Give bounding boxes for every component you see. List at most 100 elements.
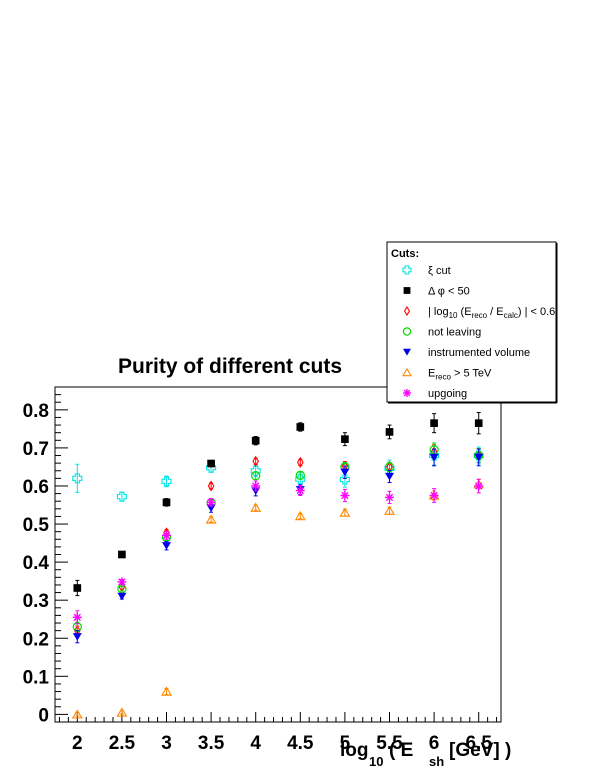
point-marker: [385, 428, 394, 436]
point-marker: [340, 468, 350, 477]
legend-label-part: calc: [504, 311, 518, 320]
data-point: [251, 480, 261, 492]
legend-shadow-bottom: [388, 402, 557, 404]
data-point: [250, 502, 262, 512]
point-marker-shape: [339, 507, 351, 517]
point-marker-ray: [430, 491, 438, 500]
legend-entry: | log10 (Ereco / Ecalc) | < 0.6: [403, 305, 555, 320]
point-marker-shape: [117, 592, 127, 601]
legend-shadow-right: [556, 243, 558, 403]
x-tick-label: 3: [161, 733, 172, 754]
data-point: [340, 465, 350, 479]
data-point: [116, 707, 128, 717]
point-marker: [250, 465, 261, 476]
point-marker-shape: [294, 510, 306, 521]
legend-marker: [403, 287, 411, 294]
y-tick-label: 0.8: [23, 401, 49, 422]
series-6: [72, 478, 484, 625]
x-tick-label: 2: [72, 733, 83, 754]
point-marker: [295, 474, 306, 485]
data-point: [73, 579, 82, 597]
axes: 2 2.5 3 3.5 4 4.5 5 5.5 6 6.5 0 0.1 0.2 0.3 0.4 0.5 0.6 0…: [23, 386, 498, 754]
point-marker-shape: [430, 419, 438, 427]
legend-entry: instrumented volume: [403, 347, 530, 359]
point-marker-ray: [73, 613, 81, 621]
data-point: [72, 463, 83, 493]
point-marker: [251, 436, 260, 445]
point-marker: [162, 530, 171, 540]
legend-label-part: | log: [428, 306, 449, 318]
point-marker: [296, 423, 305, 431]
data-point: [252, 455, 260, 467]
legend-label: | log10 (Ereco / Ecalc) | < 0.6: [428, 306, 555, 320]
point-marker: [295, 486, 305, 496]
point-marker: [207, 480, 215, 492]
data-point: [207, 480, 215, 492]
point-marker: [162, 542, 171, 550]
point-marker: [205, 514, 217, 524]
x-tick-label: 2.5: [109, 733, 136, 754]
legend-label: instrumented volume: [428, 347, 530, 359]
data-point: [429, 488, 439, 503]
point-marker-shape: [385, 428, 394, 436]
point-marker-shape: [116, 707, 128, 717]
data-point: [116, 491, 127, 502]
data-point: [206, 497, 216, 507]
point-marker-shape: [296, 456, 304, 468]
data-point: [341, 432, 349, 447]
data-point: [339, 507, 351, 517]
chart-title: Purity of different cuts: [118, 355, 342, 378]
y-tick-label: 0.1: [23, 667, 50, 688]
legend-header: Cuts:: [391, 248, 419, 260]
point-marker: [251, 471, 261, 481]
point-marker-ray: [207, 498, 215, 507]
x-axis-title-rest: [GeV] ): [449, 740, 511, 761]
legend-entry: Ereco > 5 TeV: [402, 368, 492, 382]
data-point: [296, 456, 304, 468]
x-axis-title: log 10 ( E sh [GeV] ): [340, 740, 511, 769]
x-tick-label: 6.5: [465, 733, 492, 754]
data-point: [295, 470, 305, 480]
point-marker: [72, 473, 83, 484]
data-point: [429, 448, 439, 467]
point-marker-shape: [385, 472, 394, 481]
legend-marker-shape: [402, 327, 412, 336]
point-marker: [385, 492, 394, 502]
legend-label-part: / E: [487, 306, 504, 318]
y-tick-label: 0.5: [23, 515, 50, 536]
x-axis-title-var-sub: sh: [429, 754, 444, 769]
x-tick-label: 3.5: [198, 733, 225, 754]
point-marker-shape: [73, 584, 82, 592]
x-axis-title-log: log: [340, 740, 369, 761]
point-marker-ray: [252, 482, 260, 490]
legend-marker: [402, 265, 412, 275]
legend-marker: [402, 327, 412, 336]
data-point: [296, 422, 305, 432]
legend-entry: ξ cut: [402, 265, 451, 277]
point-marker: [474, 419, 483, 427]
point-marker-shape: [162, 498, 171, 507]
point-marker-shape: [161, 476, 172, 487]
point-marker-ray: [475, 482, 483, 490]
legend-label-part: reco: [472, 311, 488, 320]
data-point: [430, 413, 438, 434]
legend-label-part: 10: [449, 311, 458, 320]
point-marker-shape: [340, 468, 350, 477]
data-point: [205, 514, 217, 524]
point-marker-shape: [250, 465, 261, 476]
data-point: [474, 478, 484, 494]
data-point: [161, 686, 172, 696]
data-point: [474, 412, 483, 435]
point-marker: [72, 633, 82, 641]
legend-marker-shape: [403, 287, 411, 294]
legend-entry: not leaving: [402, 327, 481, 339]
legend-label-part: reco: [435, 373, 451, 382]
data-point: [384, 505, 395, 515]
data-marks: [71, 412, 485, 719]
point-marker: [118, 550, 126, 559]
legend-marker: [403, 305, 411, 317]
x-axis-title-open: ( E: [389, 740, 413, 761]
x-tick-label: 6: [429, 733, 440, 754]
y-tick-label: 0.3: [23, 591, 49, 612]
